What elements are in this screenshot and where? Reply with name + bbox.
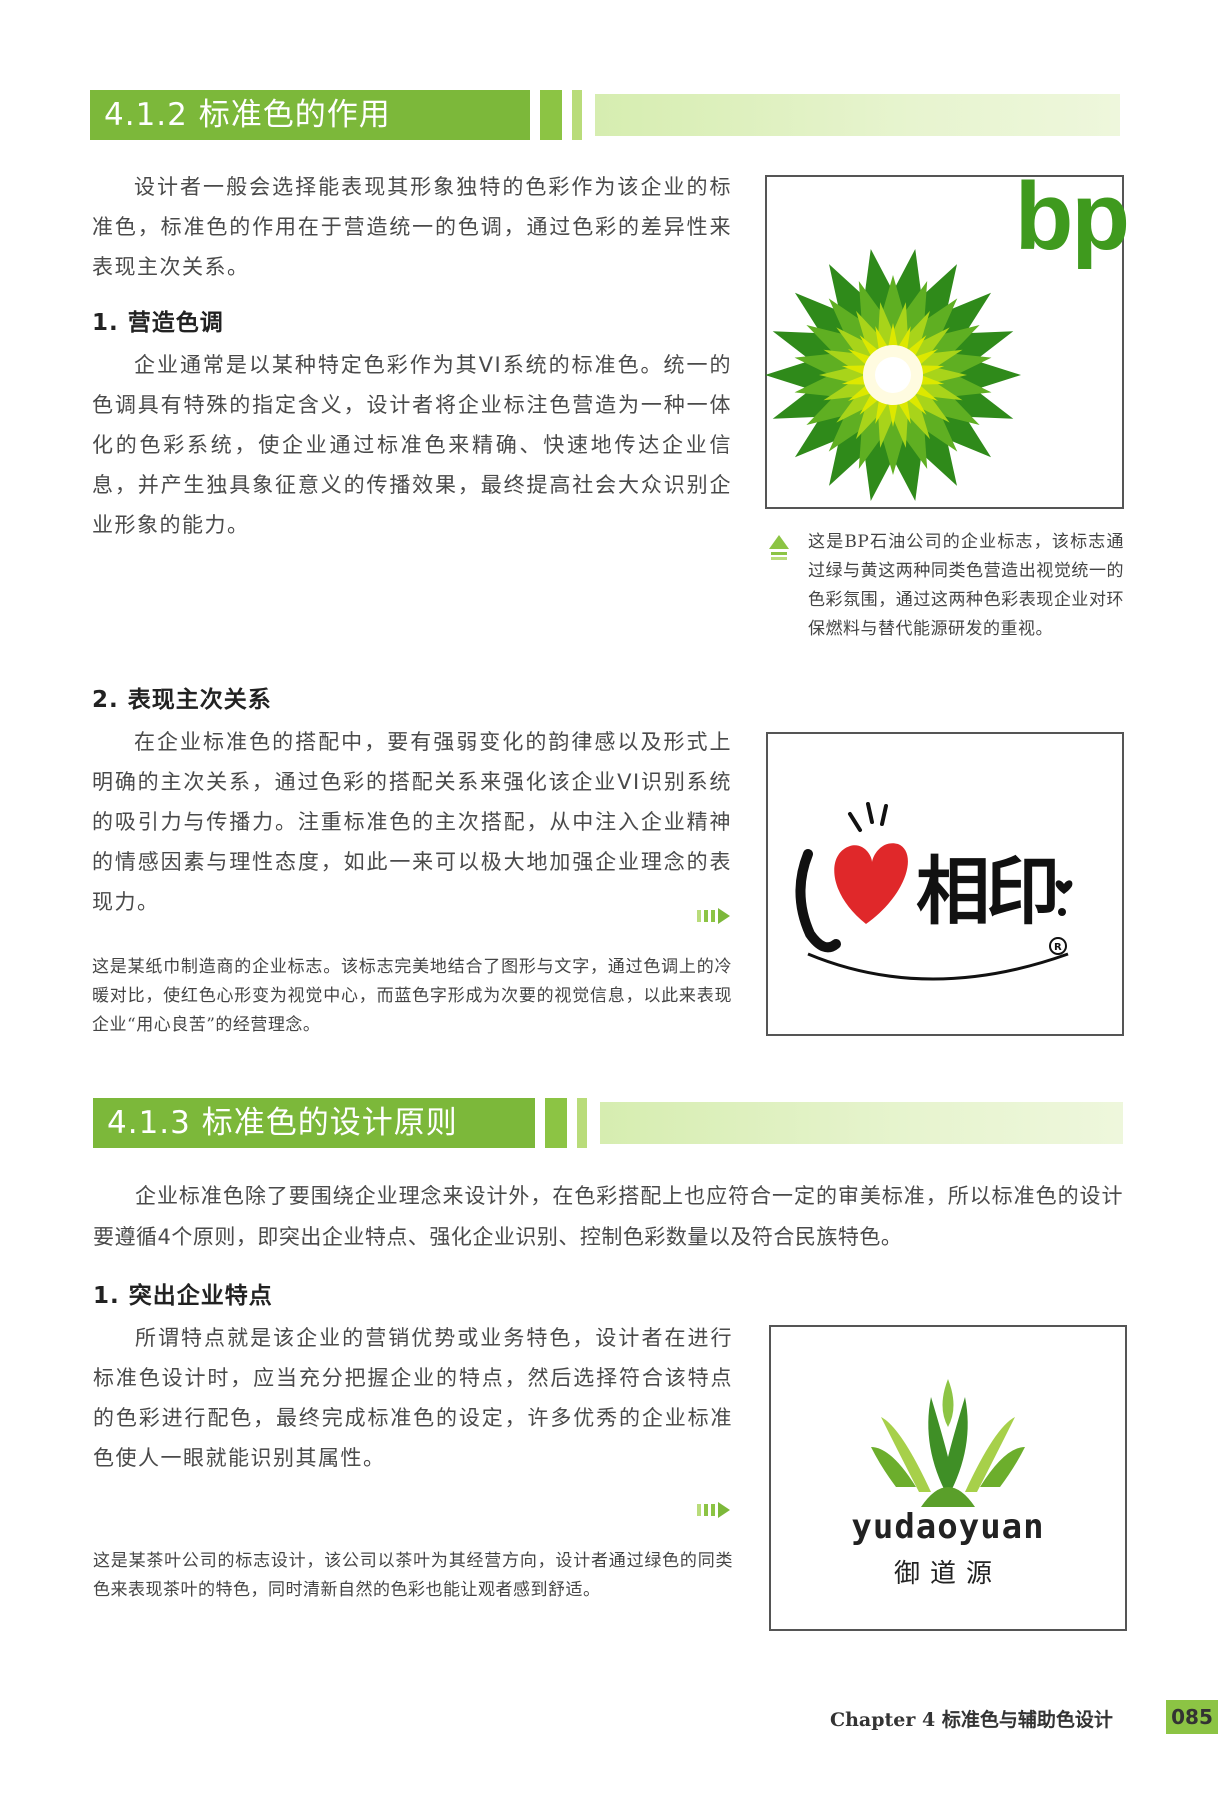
bp-logo-image: bp [765,167,1130,509]
xin-logo-image: R 相印 [766,732,1124,1036]
arrow-marker-icon [697,908,730,924]
subsection-text: 所谓特点就是该企业的营销优势或业务特色，设计者在进行标准色设计时，应当充分把握企… [93,1326,733,1470]
header-stripe [545,1098,567,1148]
xin-logo-graphic: R [795,802,1073,981]
helios-core [875,357,911,393]
header-stripe [540,90,562,140]
section-title: 4.1.2 标准色的作用 [90,90,530,140]
leaf-icon [871,1379,1025,1507]
svg-text:R: R [1054,942,1062,953]
header-band [600,1102,1123,1144]
section-header-4-1-3: 4.1.3 标准色的设计原则 [93,1098,1123,1148]
page-number: 085 [1166,1700,1218,1734]
tea-logo-en: yudaoyuan [851,1507,1045,1547]
subsection-title: 1. 营造色调 [92,310,224,336]
section-header-4-1-2: 4.1.2 标准色的作用 [90,90,1120,140]
xin-caption: 这是某纸巾制造商的企业标志。该标志完美地结合了图形与文字，通过色调上的冷暖对比，… [92,957,732,1035]
header-band [595,94,1120,136]
triangle-marker-icon [769,535,789,560]
subsection-text: 在企业标准色的搭配中，要有强弱变化的韵律感以及形式上明确的主次关系，通过色彩的搭… [92,730,732,914]
header-stripe [572,90,582,140]
section-title: 4.1.3 标准色的设计原则 [93,1098,535,1148]
section-intro: 设计者一般会选择能表现其形象独特的色彩作为该企业的标准色，标准色的作用在于营造统… [92,175,732,279]
xin-logo-text: 相印 [916,849,1060,935]
subsection-text: 企业通常是以某种特定色彩作为其VI系统的标准色。统一的色调具有特殊的指定含义，设… [92,353,732,537]
header-stripe [577,1098,587,1148]
bp-caption: 这是BP石油公司的企业标志，该标志通过绿与黄这两种同类色营造出视觉统一的色彩氛围… [808,532,1124,639]
tea-caption: 这是某茶叶公司的标志设计，该公司以茶叶为其经营方向，设计者通过绿色的同类色来表现… [93,1551,733,1600]
subsection-title: 1. 突出企业特点 [93,1283,273,1309]
subsection-title: 2. 表现主次关系 [92,687,272,713]
helios-petal [893,366,967,384]
bp-helios-icon [765,248,1021,502]
helios-petal [819,366,893,384]
section-intro: 企业标准色除了要围绕企业理念来设计外，在色彩搭配上也应符合一定的审美标准，所以标… [93,1184,1123,1249]
bp-logo-text: bp [1014,163,1130,270]
arrow-marker-icon [697,1502,730,1518]
tea-logo-image: yudaoyuan 御道源 [769,1325,1127,1631]
tea-logo-cn: 御道源 [893,1559,1002,1589]
footer-chapter-title: Chapter 4 标准色与辅助色设计 [830,1709,1113,1731]
